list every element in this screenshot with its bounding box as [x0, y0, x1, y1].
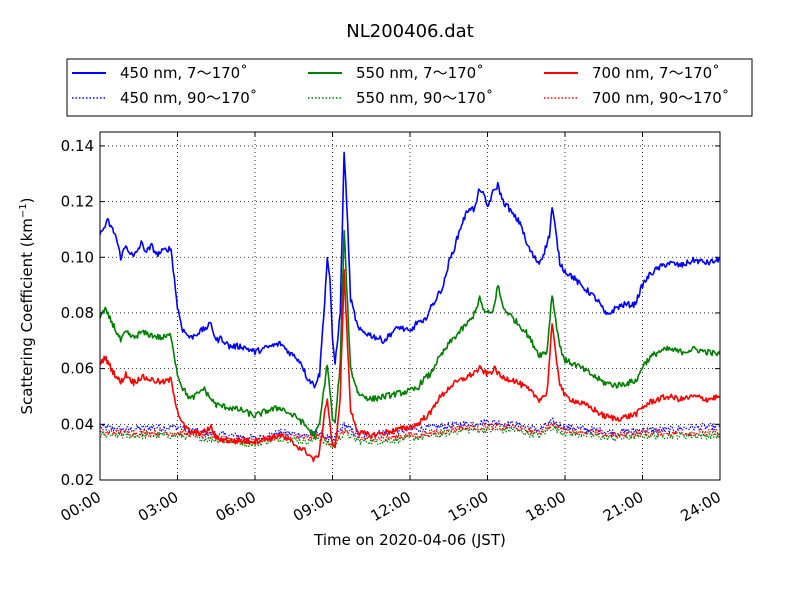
y-tick-label: 0.06: [61, 360, 94, 378]
x-axis-label: Time on 2020-04-06 (JST): [313, 531, 506, 549]
series-line-700-nm-90-170: [99, 421, 721, 447]
y-tick-label: 0.12: [61, 193, 94, 211]
y-tick-label: 0.04: [61, 415, 94, 433]
grid: [100, 132, 720, 480]
y-tick-label: 0.10: [61, 248, 94, 266]
y-tick-label: 0.08: [61, 304, 94, 322]
legend-label: 700 nm, 7～170˚: [592, 64, 720, 82]
y-axis-label-main: Scattering Coefficient (km: [18, 218, 36, 414]
series-line-450-nm-7-170: [99, 151, 721, 389]
legend: 450 nm, 7～170˚ 550 nm, 7～170˚ 700 nm, 7～17…: [66, 58, 753, 117]
y-axis-label-close: ): [18, 197, 36, 203]
y-tick-label: 0.02: [61, 471, 94, 489]
legend-label: 550 nm, 90～170˚: [356, 89, 493, 107]
y-axis-label: Scattering Coefficient (km−1): [18, 197, 36, 414]
legend-label: 550 nm, 7～170˚: [356, 64, 484, 82]
series-line-550-nm-7-170: [99, 229, 721, 440]
y-axis-label-superscript: −1: [18, 203, 29, 218]
legend-box: [66, 58, 753, 117]
series-line-700-nm-7-170: [99, 268, 721, 463]
y-axis: 0.02 0.04 0.06 0.08 0.10 0.12 0.14: [61, 137, 720, 489]
series-layer: [99, 151, 721, 463]
legend-label: 700 nm, 90～170˚: [592, 89, 729, 107]
legend-label: 450 nm, 7～170˚: [120, 64, 248, 82]
y-tick-label: 0.14: [61, 137, 94, 155]
chart-title: NL200406.dat: [346, 21, 473, 42]
legend-label: 450 nm, 90～170˚: [120, 89, 257, 107]
